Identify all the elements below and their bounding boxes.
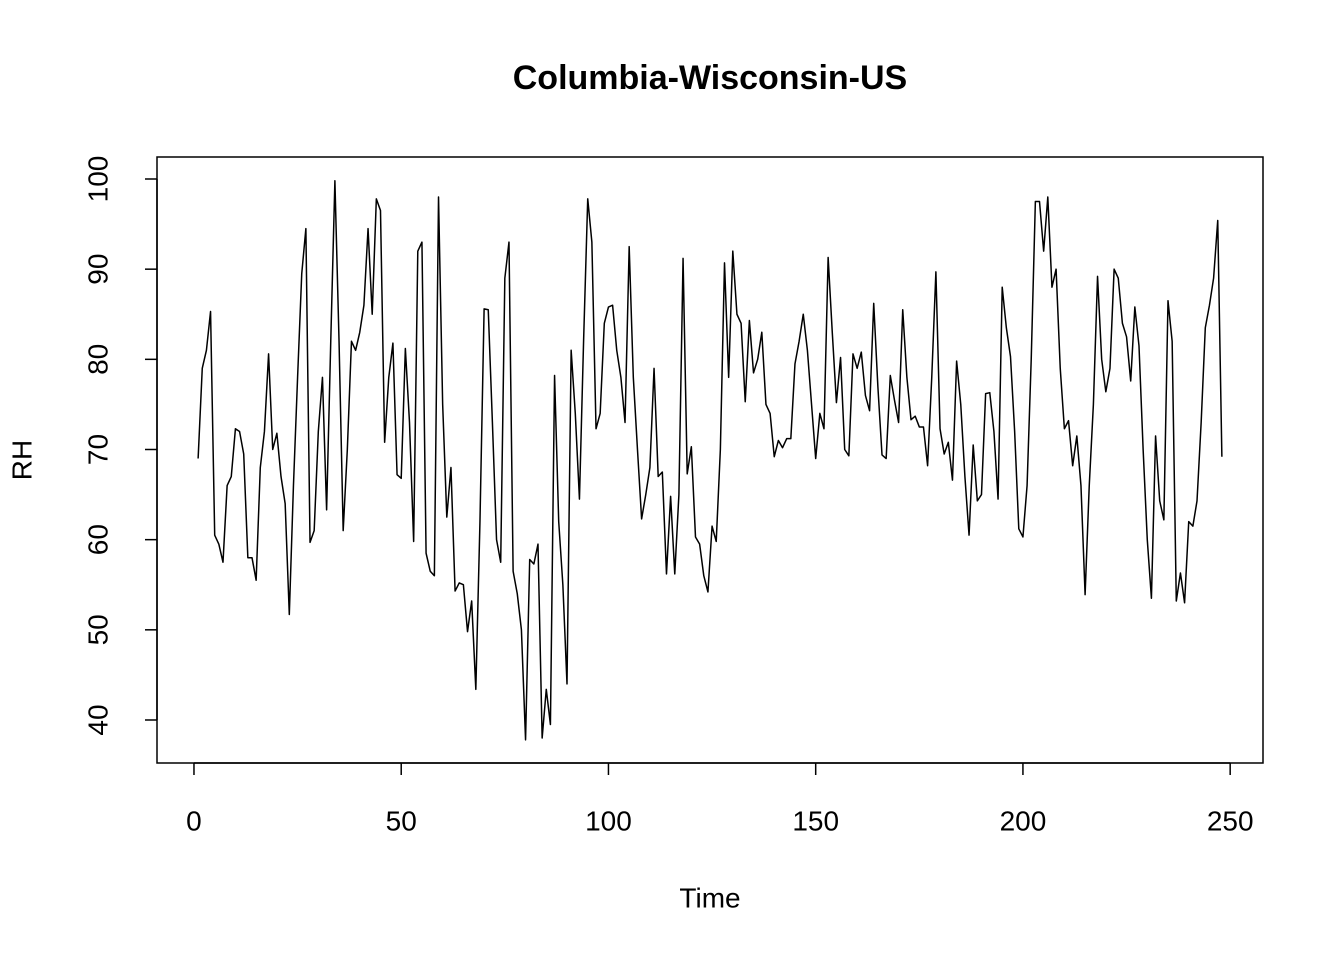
y-tick-label: 90 bbox=[82, 254, 113, 285]
y-tick-label: 80 bbox=[82, 344, 113, 375]
y-tick-label: 60 bbox=[82, 524, 113, 555]
x-tick-label: 250 bbox=[1207, 805, 1254, 836]
data-line bbox=[197, 180, 1223, 741]
x-tick-label: 150 bbox=[792, 805, 839, 836]
y-tick-label: 50 bbox=[82, 614, 113, 645]
x-tick-label: 100 bbox=[585, 805, 632, 836]
plot-box bbox=[156, 156, 1264, 764]
y-tick-label: 100 bbox=[82, 156, 113, 203]
chart-title: Columbia-Wisconsin-US bbox=[513, 59, 908, 97]
y-tick-label: 70 bbox=[82, 434, 113, 465]
y-tick-label: 40 bbox=[82, 704, 113, 735]
x-tick-label: 200 bbox=[1000, 805, 1047, 836]
x-axis-label: Time bbox=[679, 882, 740, 913]
x-tick-label: 0 bbox=[186, 805, 202, 836]
y-axis-label: RH bbox=[6, 440, 37, 480]
x-tick-label: 50 bbox=[386, 805, 417, 836]
